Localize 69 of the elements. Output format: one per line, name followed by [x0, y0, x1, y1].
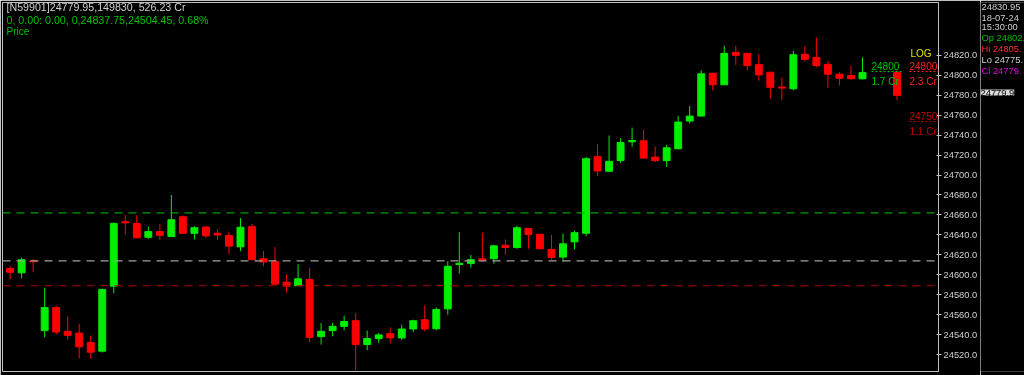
y-tick-label: 24560.0 [943, 309, 978, 320]
y-tick-label: 24800.0 [943, 70, 978, 81]
candlestick [455, 231, 464, 275]
text: 24779.9 [980, 87, 1015, 98]
text: 15:30:00 [981, 21, 1018, 32]
text: Lo 24775. [981, 54, 1023, 65]
candlestick [236, 217, 245, 252]
candlestick [75, 323, 84, 359]
candlestick [616, 137, 625, 164]
candlestick [605, 135, 614, 172]
candlestick [167, 194, 176, 238]
candlestick [63, 315, 72, 341]
candlestick [559, 233, 567, 263]
candlestick [570, 230, 579, 250]
candlestick [225, 231, 233, 255]
candlestick [17, 257, 26, 279]
y-tick-label: 24780.0 [943, 90, 978, 101]
candlestick [271, 246, 279, 285]
candlestick [317, 322, 326, 346]
annotation: Price [6, 25, 30, 37]
candlestick [593, 143, 602, 177]
y-tick-label: 24540.0 [943, 329, 978, 340]
candlestick [800, 45, 809, 63]
text: Cl 24779. [981, 65, 1022, 76]
candlestick [766, 71, 775, 100]
y-tick-label: 24760.0 [943, 110, 978, 121]
text: LOG [910, 47, 932, 59]
y-tick-label: 24580.0 [943, 289, 978, 300]
y-tick-label: 24720.0 [943, 150, 978, 161]
text: 24750 1.1 Cr [909, 110, 938, 137]
candlestick [6, 265, 15, 280]
candlestick [777, 77, 786, 101]
y-tick-label: 24820.0 [943, 50, 978, 61]
text: Op 24802. [981, 32, 1024, 43]
y-tick-label: 24680.0 [943, 189, 978, 200]
text: 24800 2.3 Cr [909, 60, 938, 87]
candlestick [363, 330, 372, 351]
text: 0, 0.00: 0.00, 0,24837.75,24504.45, 0.68% [6, 13, 210, 26]
candlestick [847, 65, 855, 80]
text: 24830.95 [981, 1, 1021, 12]
candlestick [132, 214, 141, 239]
candlestick [40, 287, 49, 338]
candlestick [86, 335, 95, 360]
text: Hi 24805. [981, 43, 1022, 54]
y-tick-label: 24640.0 [943, 229, 978, 240]
candlestick [651, 146, 660, 163]
y-tick-label: 24740.0 [943, 130, 978, 141]
text: 18-07-24 [981, 12, 1019, 23]
candlestick [340, 315, 349, 331]
candlestick [524, 227, 533, 250]
y-tick-label: 24700.0 [943, 170, 978, 181]
y-tick-label: 24620.0 [943, 249, 978, 260]
candlestick [823, 60, 832, 89]
candlestick [662, 144, 671, 168]
y-tick-label: 24660.0 [943, 209, 978, 220]
y-tick-label: 24600.0 [943, 269, 978, 280]
candlestick [432, 307, 441, 331]
candlestick [731, 45, 740, 66]
candlestick [121, 214, 130, 236]
candlestick [628, 127, 637, 148]
candlestick [547, 234, 556, 261]
candlestick [812, 37, 821, 68]
candlestick [512, 225, 521, 250]
candlestick [351, 312, 360, 371]
candlestick [639, 129, 648, 159]
candlestick [420, 304, 429, 332]
candlestick [754, 53, 763, 82]
chart-title: [N59901]24779.95,149830, 526.23 Cr [6, 0, 186, 13]
y-tick-label: 24520.0 [943, 349, 978, 360]
